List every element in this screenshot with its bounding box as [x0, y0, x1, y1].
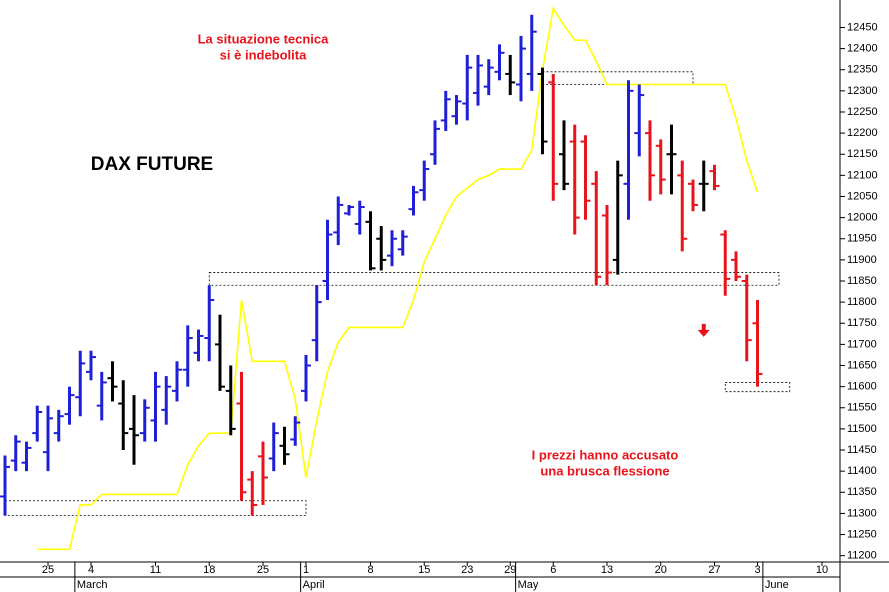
arrow [697, 323, 710, 337]
x-tick-label: 3 [754, 564, 760, 576]
x-tick-label: 29 [504, 564, 516, 576]
annotation: una brusca flessione [540, 463, 669, 478]
x-tick-label: 25 [42, 564, 54, 576]
annotation: si è indebolita [220, 47, 307, 62]
x-tick-label: 27 [708, 564, 720, 576]
y-tick-label: 11300 [847, 507, 877, 519]
x-tick-label: 23 [461, 564, 473, 576]
y-tick-label: 12300 [847, 85, 878, 97]
y-tick-label: 11550 [847, 402, 877, 414]
y-tick-label: 11850 [847, 275, 877, 287]
month-label: April [303, 579, 325, 591]
y-tick-label: 11400 [847, 465, 877, 477]
x-tick-label: 13 [601, 564, 613, 576]
y-tick-label: 11250 [847, 528, 877, 540]
y-tick-label: 11500 [847, 423, 877, 435]
y-tick-label: 11750 [847, 317, 877, 329]
y-tick-label: 12200 [847, 127, 878, 139]
month-label: June [765, 579, 789, 591]
y-tick-label: 11650 [847, 359, 877, 371]
x-tick-label: 10 [816, 564, 828, 576]
month-label: May [518, 579, 539, 591]
x-tick-label: 18 [203, 564, 215, 576]
y-tick-label: 11800 [847, 296, 877, 308]
x-tick-label: 20 [655, 564, 667, 576]
y-tick-label: 11700 [847, 338, 877, 350]
x-tick-label: 8 [367, 564, 373, 576]
x-tick-label: 6 [550, 564, 556, 576]
y-tick-label: 12050 [847, 190, 878, 202]
x-tick-label: 1 [303, 564, 309, 576]
y-tick-label: 12450 [847, 21, 878, 33]
y-tick-label: 11450 [847, 444, 877, 456]
support-zone [208, 272, 780, 286]
y-tick-label: 11600 [847, 381, 877, 393]
y-tick-label: 12150 [847, 148, 878, 160]
annotation: I prezzi hanno accusato [532, 447, 679, 462]
month-label: March [77, 579, 108, 591]
y-tick-label: 12250 [847, 106, 878, 118]
y-tick-label: 12350 [847, 64, 878, 76]
y-tick-label: 11200 [847, 550, 877, 562]
x-tick-label: 11 [150, 564, 161, 576]
y-tick-label: 12100 [847, 169, 878, 181]
annotation: La situazione tecnica [198, 31, 330, 46]
y-tick-label: 11350 [847, 486, 877, 498]
y-tick-label: 11900 [847, 254, 877, 266]
x-tick-label: 4 [88, 564, 94, 576]
x-tick-label: 15 [418, 564, 430, 576]
y-tick-label: 12400 [847, 43, 878, 55]
signal-line [37, 6, 759, 551]
y-tick-label: 12000 [847, 212, 878, 224]
x-tick-label: 25 [257, 564, 269, 576]
y-tick-label: 11950 [847, 233, 877, 245]
chart-title: DAX FUTURE [91, 154, 213, 175]
